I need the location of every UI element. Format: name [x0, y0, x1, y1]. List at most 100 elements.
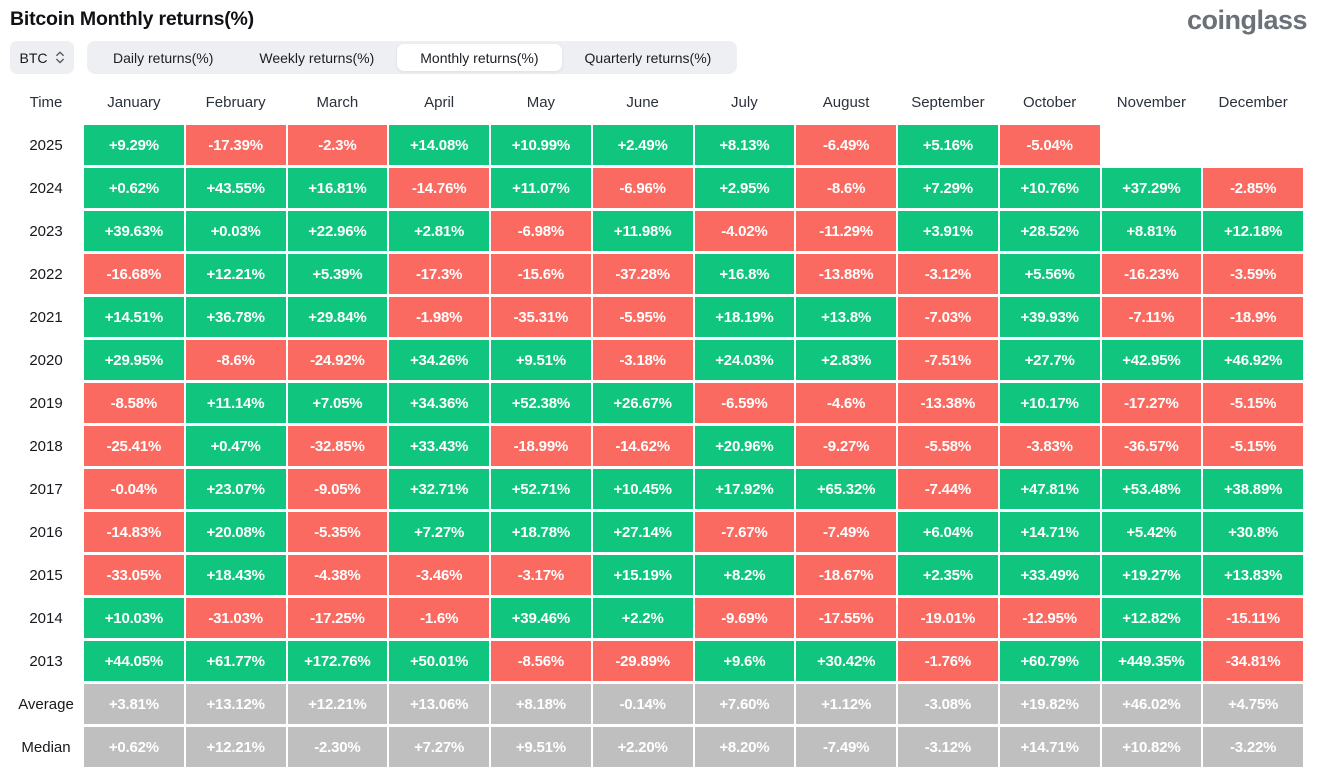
return-cell: +13.12%	[185, 684, 286, 725]
row-label: 2017	[29, 480, 63, 498]
month-header: July	[731, 93, 758, 111]
return-cell: +11.07%	[491, 168, 591, 209]
select-updown-icon	[55, 50, 65, 65]
return-cell: -4.6%	[796, 383, 896, 424]
return-cell: -9.69%	[694, 598, 795, 639]
return-cell: +50.01%	[389, 641, 489, 682]
return-cell: +10.82%	[1101, 727, 1202, 768]
tab-quarterly[interactable]: Quarterly returns(%)	[562, 44, 735, 71]
return-cell: +4.75%	[1203, 684, 1303, 725]
return-cell: -3.17%	[491, 555, 591, 596]
return-cell: +8.18%	[491, 684, 591, 725]
coin-select[interactable]: BTC	[10, 41, 74, 75]
month-header: September	[911, 93, 985, 111]
controls-bar: BTC Daily returns(%) Weekly returns(%) Mon…	[0, 41, 1321, 75]
return-cell: +17.92%	[694, 469, 795, 510]
return-cell: +3.81%	[84, 684, 184, 725]
period-tabs: Daily returns(%) Weekly returns(%) Monthly…	[87, 41, 738, 75]
row-label: 2023	[29, 222, 63, 240]
return-cell: +11.14%	[185, 383, 286, 424]
return-cell: +9.6%	[694, 641, 795, 682]
return-cell: -7.03%	[898, 297, 998, 338]
return-cell: -14.62%	[592, 426, 693, 467]
return-cell: +7.05%	[287, 383, 388, 424]
tab-monthly[interactable]: Monthly returns(%)	[397, 44, 562, 72]
month-header: December	[1218, 93, 1288, 111]
return-cell: -3.18%	[592, 340, 693, 381]
return-cell: +14.71%	[999, 727, 1100, 768]
return-cell: +2.20%	[592, 727, 693, 768]
return-cell: +53.48%	[1101, 469, 1202, 510]
return-cell: +2.83%	[796, 340, 896, 381]
returns-table: Time January February March April May June July…	[0, 74, 1321, 768]
return-cell: -7.49%	[796, 727, 896, 768]
return-cell: +1.12%	[796, 684, 896, 725]
tab-weekly[interactable]: Weekly returns(%)	[236, 44, 397, 71]
return-cell: +7.27%	[389, 727, 489, 768]
return-cell: +26.67%	[592, 383, 693, 424]
return-cell: +172.76%	[287, 641, 388, 682]
month-header: October	[1022, 93, 1077, 111]
return-cell: -5.95%	[592, 297, 693, 338]
month-header: January	[107, 93, 161, 111]
return-cell: -1.6%	[389, 598, 489, 639]
return-cell: -24.92%	[287, 340, 388, 381]
return-cell: -16.68%	[84, 254, 184, 295]
return-cell: +0.62%	[84, 168, 184, 209]
return-cell: -3.59%	[1203, 254, 1303, 295]
return-cell: -5.35%	[287, 512, 388, 553]
return-cell: -7.11%	[1101, 297, 1202, 338]
return-cell: -8.58%	[84, 383, 184, 424]
return-cell: +19.27%	[1101, 555, 1202, 596]
coin-select-value: BTC	[19, 49, 48, 66]
coinglass-logo: coinglass	[1186, 5, 1308, 35]
return-cell: -31.03%	[185, 598, 286, 639]
return-cell: +16.81%	[287, 168, 388, 209]
return-cell: +61.77%	[185, 641, 286, 682]
return-cell: -9.05%	[287, 469, 388, 510]
return-cell: +42.95%	[1101, 340, 1202, 381]
return-cell: +47.81%	[999, 469, 1100, 510]
return-cell: -34.81%	[1203, 641, 1303, 682]
return-cell: -3.22%	[1203, 727, 1303, 768]
return-cell: +2.95%	[694, 168, 795, 209]
return-cell: -6.98%	[491, 211, 591, 252]
return-cell: -18.99%	[491, 426, 591, 467]
return-cell: +30.42%	[796, 641, 896, 682]
return-cell: +36.78%	[185, 297, 286, 338]
row-label: Average	[18, 695, 74, 713]
return-cell: +30.8%	[1203, 512, 1303, 553]
row-label: 2019	[29, 394, 63, 412]
return-cell: +9.51%	[491, 727, 591, 768]
return-cell: +13.83%	[1203, 555, 1303, 596]
return-cell: +60.79%	[999, 641, 1100, 682]
return-cell: +9.29%	[84, 125, 184, 166]
return-cell: -17.39%	[185, 125, 286, 166]
return-cell: +2.2%	[592, 598, 693, 639]
return-cell: +13.06%	[389, 684, 489, 725]
return-cell: -5.15%	[1203, 426, 1303, 467]
return-cell: +18.19%	[694, 297, 795, 338]
return-cell: +10.76%	[999, 168, 1100, 209]
return-cell: +23.07%	[185, 469, 286, 510]
return-cell: +39.63%	[84, 211, 184, 252]
return-cell: +29.95%	[84, 340, 184, 381]
return-cell: +5.56%	[999, 254, 1100, 295]
tab-daily[interactable]: Daily returns(%)	[90, 44, 236, 71]
row-label: 2021	[29, 308, 63, 326]
return-cell: +34.36%	[389, 383, 489, 424]
return-cell: -5.04%	[999, 125, 1100, 166]
return-cell: -8.56%	[491, 641, 591, 682]
return-cell: -32.85%	[287, 426, 388, 467]
return-cell: +29.84%	[287, 297, 388, 338]
time-column-header: Time	[29, 93, 63, 111]
return-cell: +43.55%	[185, 168, 286, 209]
return-cell: +7.29%	[898, 168, 998, 209]
row-label: 2025	[29, 136, 63, 154]
return-cell: +27.14%	[592, 512, 693, 553]
return-cell: +44.05%	[84, 641, 184, 682]
return-cell: -14.76%	[389, 168, 489, 209]
return-cell: +33.43%	[389, 426, 489, 467]
return-cell: -17.55%	[796, 598, 896, 639]
return-cell: -4.02%	[694, 211, 795, 252]
